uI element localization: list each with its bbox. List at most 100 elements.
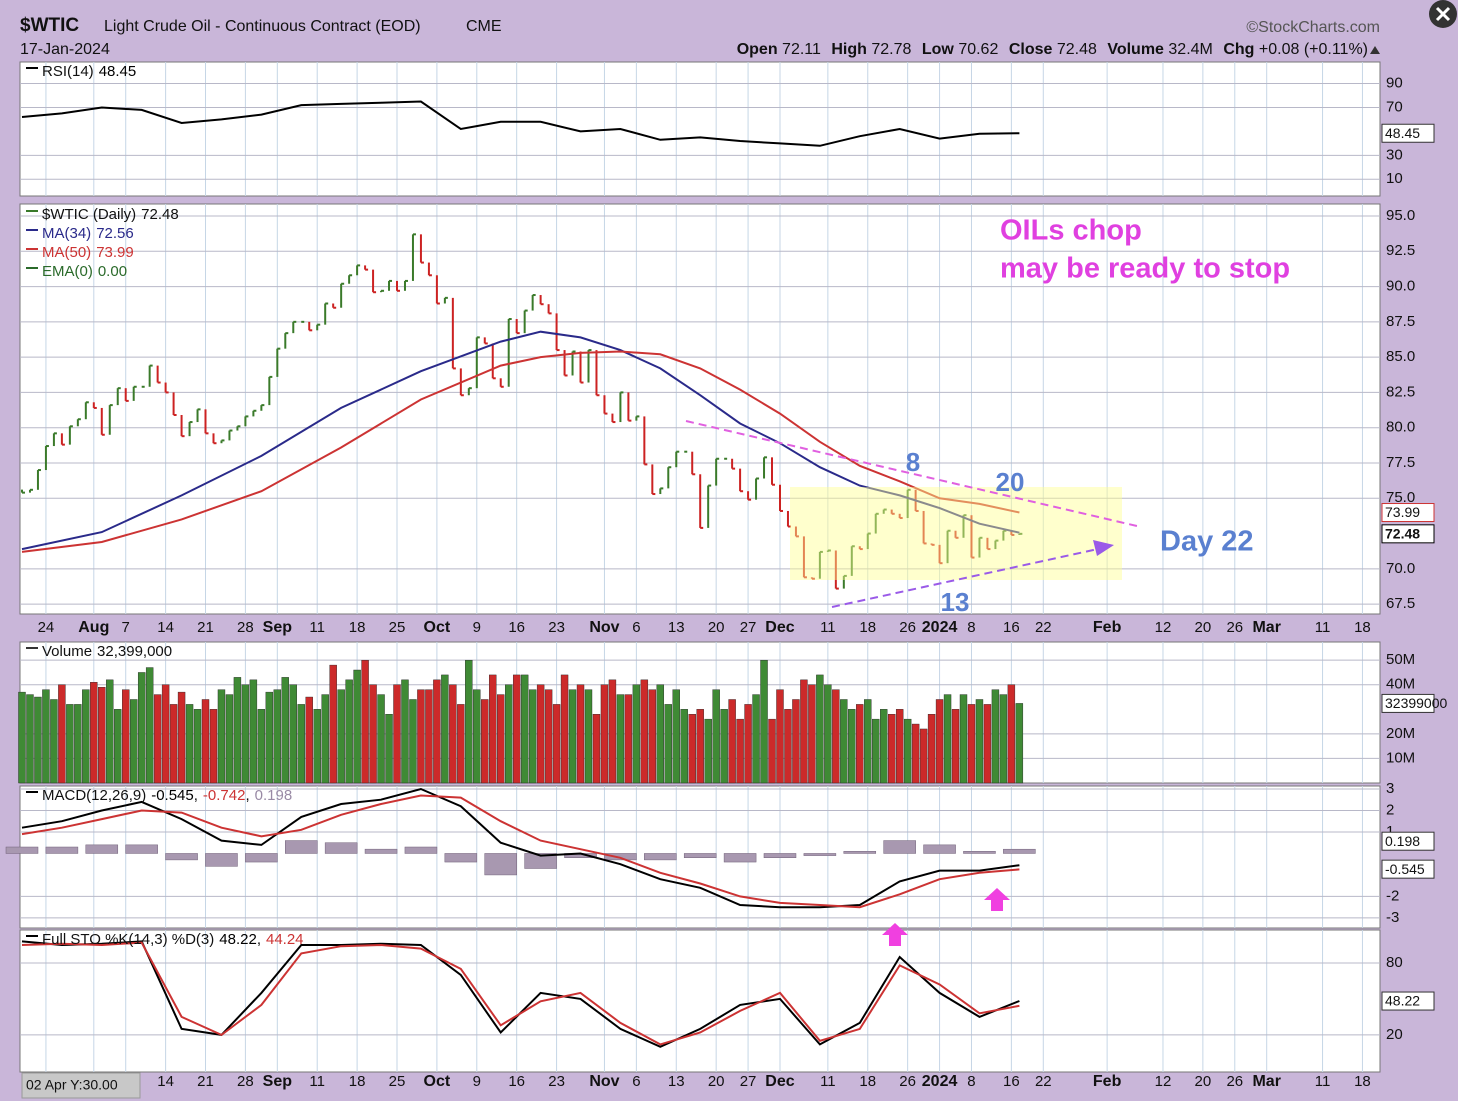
volume-bar	[18, 691, 26, 784]
legend: $WTIC (Daily) 72.48	[42, 206, 179, 223]
volume-bar	[385, 714, 393, 784]
range-box	[790, 487, 1122, 580]
volume-bar	[273, 689, 282, 784]
legend-glyph	[26, 210, 38, 212]
y-tick-label: 80.0	[1386, 419, 1415, 436]
volume-bar	[720, 709, 728, 784]
panel	[19, 203, 1381, 615]
volume-bar	[576, 684, 585, 784]
volume-bar	[201, 699, 210, 784]
volume-bar	[50, 699, 58, 784]
volume-bar	[688, 714, 696, 784]
footer-box	[21, 1072, 141, 1099]
panels: 90 70 30 10 RSI(14) 48.45 48.45 95.0 92.5 90.0 87.…	[5, 61, 1448, 1090]
volume-bar	[129, 699, 138, 784]
x-tick-label: 22	[1035, 619, 1052, 636]
histogram-bar	[245, 853, 278, 863]
volume-bar	[329, 664, 337, 784]
arrow-head	[1093, 540, 1114, 556]
volume-bar	[895, 709, 904, 784]
volume-bar	[401, 679, 409, 784]
volume-bar	[353, 669, 361, 784]
legend-value: 48.22	[219, 931, 257, 948]
histogram-bar	[883, 840, 916, 854]
legend: MACD(12,26,9) -0.545, -0.742, 0.198	[42, 787, 292, 804]
high-label: High	[831, 41, 867, 58]
volume-bar	[959, 694, 968, 784]
legend: Volume 32,399,000	[42, 643, 172, 660]
legend-value: 0.198	[255, 787, 293, 804]
y-tick-label: 20M	[1386, 725, 1415, 742]
x-tick-label: 16	[1003, 1073, 1020, 1090]
series-line	[21, 941, 1020, 1046]
volume-bar	[800, 679, 808, 784]
y-tick-label: 1	[1386, 823, 1394, 840]
volume-bar	[744, 704, 752, 784]
panel	[19, 61, 1381, 197]
value-box-label: 48.45	[1385, 125, 1420, 141]
x-tick-label: 26	[899, 619, 916, 636]
histogram-bar	[324, 842, 358, 854]
histogram-bar	[285, 840, 318, 854]
volume-bar	[840, 699, 848, 784]
x-tick-label: 25	[389, 1073, 406, 1090]
volume-bar	[257, 709, 266, 784]
volume-bar	[369, 684, 377, 784]
x-tick-label: Sep	[263, 619, 293, 636]
volume-bar	[74, 704, 82, 784]
volume-bar	[465, 659, 473, 784]
volume-bar	[568, 689, 577, 784]
volume-bar	[951, 709, 960, 784]
volume-bar	[153, 694, 162, 784]
volume-bar	[991, 689, 1000, 784]
volume-bar	[98, 686, 106, 784]
x-tick-label: Mar	[1252, 619, 1280, 636]
low: 70.62	[958, 41, 998, 58]
x-tick-label: 6	[632, 1073, 640, 1090]
x-tick-label: 14	[157, 1073, 174, 1090]
x-tick-label: 11	[820, 619, 836, 636]
histogram-bar	[723, 853, 757, 863]
volume-bar	[42, 689, 50, 784]
x-tick-label: 21	[197, 619, 214, 636]
y-tick-label: 90	[1386, 75, 1403, 92]
volume: 32.4M	[1168, 41, 1212, 58]
volume-bar	[983, 704, 992, 784]
open-label: Open	[737, 41, 778, 58]
legend-name: Volume	[42, 643, 92, 660]
x-tick-label: 8	[967, 1073, 975, 1090]
up-indicator	[1370, 46, 1380, 54]
legend: Full STO %K(14,3) %D(3) 48.22, 44.24	[42, 931, 304, 948]
x-tick-label: 2024	[922, 1073, 958, 1090]
volume-bar	[313, 709, 321, 784]
series-line	[21, 330, 1020, 551]
volume-bar	[185, 704, 194, 784]
volume-bar	[911, 723, 920, 784]
x-tick-label: Nov	[589, 1073, 619, 1090]
volume-bar	[305, 696, 313, 784]
histogram-bar	[404, 846, 438, 854]
volume-bar	[552, 704, 561, 784]
legend-glyph	[26, 67, 38, 69]
legend-value: 72.48	[141, 206, 179, 223]
volume-bar	[337, 689, 345, 784]
y-tick-label: -3	[1386, 909, 1399, 926]
y-tick-label: 40M	[1386, 676, 1415, 693]
symbol: $WTIC	[20, 15, 79, 36]
x-tick-label: 18	[859, 1073, 876, 1090]
histogram-bar	[205, 853, 238, 867]
volume-bar	[90, 682, 98, 784]
volume-bar	[345, 679, 353, 784]
legend-value: -0.545	[151, 787, 194, 804]
volume-bar	[544, 689, 553, 784]
volume-bar	[137, 672, 146, 784]
legend-value: 48.45	[99, 63, 137, 80]
volume-bar	[903, 718, 912, 784]
date: 17-Jan-2024	[20, 41, 110, 58]
legend-value: 0.00	[98, 263, 127, 280]
volume-bar	[26, 694, 34, 784]
histogram-bar	[644, 853, 677, 861]
y-tick-label: 3	[1386, 780, 1394, 797]
volume-bar	[736, 718, 744, 784]
wave-label: 13	[941, 587, 970, 617]
